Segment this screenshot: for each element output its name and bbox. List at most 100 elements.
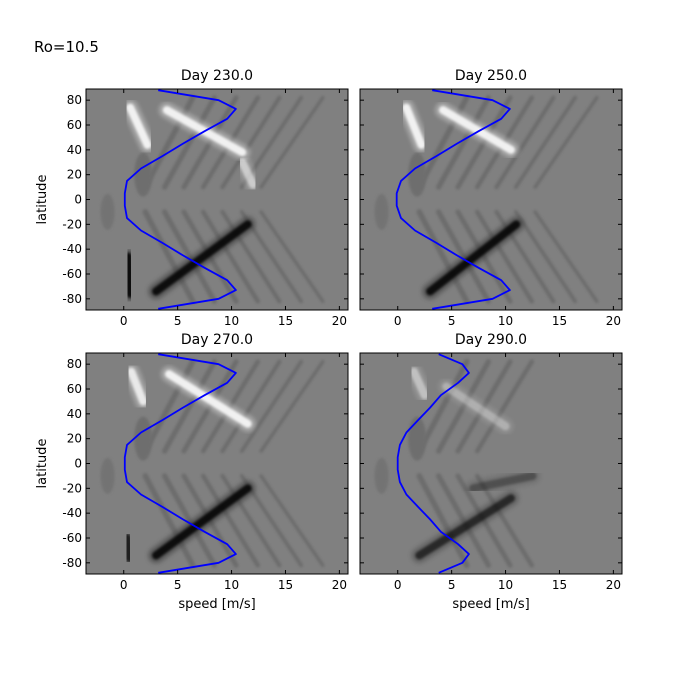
equatorial-patch <box>374 457 389 494</box>
contour-field <box>374 358 541 569</box>
wave-stripe <box>416 209 470 305</box>
y-tick-label: 80 <box>67 93 82 107</box>
x-tick-label: 15 <box>278 578 293 592</box>
y-tick-label: -80 <box>62 292 82 306</box>
panel-2: 0 5 10 15 20 Day 250.0 <box>359 68 623 328</box>
panel-title: Day 230.0 <box>181 68 253 84</box>
bright-jet <box>127 367 148 406</box>
dark-jet <box>469 471 537 493</box>
y-tick-label: -20 <box>62 481 82 495</box>
y-tick-label: 0 <box>74 457 82 471</box>
x-tick-label: 0 <box>120 314 128 328</box>
y-tick-label: -80 <box>62 556 82 570</box>
x-tick-label: 5 <box>448 578 456 592</box>
bright-jet <box>402 103 426 149</box>
wave-stripe <box>200 209 261 304</box>
panel-1: 0 5 10 15 20 -80 -60 -40 -20 0 20 40 60 80 Day 230.0 la… <box>35 68 349 328</box>
dark-jet <box>415 494 515 560</box>
y-tick-label: -60 <box>62 531 82 545</box>
y-axis-label: latitude <box>35 439 50 489</box>
x-tick-label: 0 <box>394 578 402 592</box>
wave-stripe <box>533 95 599 189</box>
dark-jet <box>124 252 135 298</box>
wave-stripe <box>162 473 217 568</box>
y-tick-label: 80 <box>67 357 82 371</box>
x-tick-label: 10 <box>498 578 513 592</box>
wave-stripe <box>259 474 325 567</box>
bright-jet <box>439 106 515 154</box>
wave-stripe <box>259 95 325 189</box>
x-tick-label: 0 <box>120 578 128 592</box>
x-tick-label: 5 <box>448 314 456 328</box>
plot-background <box>360 353 622 574</box>
y-tick-label: -20 <box>62 217 82 231</box>
wave-stripe <box>162 95 217 190</box>
x-tick-label: 20 <box>606 314 621 328</box>
y-tick-label: 60 <box>67 118 82 132</box>
y-tick-label: -60 <box>62 267 82 281</box>
wave-stripe <box>239 359 303 453</box>
x-tick-label: 20 <box>332 314 347 328</box>
wave-stripe <box>533 210 599 303</box>
wave-stripe <box>259 210 325 303</box>
y-tick-label: 40 <box>67 407 82 421</box>
wave-stripe <box>220 359 282 454</box>
x-tick-label: 10 <box>224 578 239 592</box>
x-tick-label: 15 <box>552 314 567 328</box>
x-tick-label: 15 <box>552 578 567 592</box>
y-tick-label: 0 <box>74 193 82 207</box>
dark-jet <box>152 220 252 296</box>
figure-label: Ro=10.5 <box>34 38 99 56</box>
y-axis-label: latitude <box>35 175 50 225</box>
panel-title: Day 250.0 <box>455 68 527 84</box>
dark-jet <box>426 220 521 296</box>
x-axis-label: speed [m/s] <box>178 597 255 612</box>
equatorial-patch <box>100 193 115 230</box>
y-tick-label: 60 <box>67 382 82 396</box>
wave-stripe <box>200 473 261 568</box>
equatorial-patch <box>100 457 115 494</box>
x-tick-label: 5 <box>174 578 182 592</box>
y-tick-label: 20 <box>67 432 82 446</box>
equatorial-patch <box>374 193 389 230</box>
equatorial-patch <box>408 416 427 461</box>
y-tick-label: -40 <box>62 506 82 520</box>
bright-jet <box>409 367 429 400</box>
speed-profile-curve <box>123 89 237 310</box>
x-axis-label: speed [m/s] <box>452 597 529 612</box>
wave-stripe <box>416 358 470 454</box>
wave-stripe <box>436 95 491 190</box>
panel-4: 0 5 10 15 20 Day 290.0 speed [m/s] <box>359 332 623 612</box>
wave-stripe <box>513 95 577 189</box>
panel-title: Day 290.0 <box>455 332 527 348</box>
x-tick-label: 10 <box>498 314 513 328</box>
wave-stripe <box>513 210 577 304</box>
equatorial-patch <box>408 152 427 197</box>
speed-profile-curve <box>395 89 511 310</box>
x-tick-label: 5 <box>174 314 182 328</box>
wave-stripe <box>474 359 535 454</box>
bright-jet <box>126 103 152 149</box>
bright-jet <box>238 158 258 189</box>
x-tick-label: 10 <box>224 314 239 328</box>
wave-stripe <box>494 95 556 190</box>
wave-stripe <box>142 473 196 569</box>
y-tick-label: 20 <box>67 168 82 182</box>
wave-stripe <box>162 209 217 304</box>
dark-jet <box>122 533 134 562</box>
equatorial-patch <box>134 416 153 461</box>
x-tick-label: 20 <box>606 578 621 592</box>
wave-stripe <box>416 473 470 569</box>
wave-stripe <box>474 209 535 304</box>
panel-3: 0 5 10 15 20 -80 -60 -40 -20 0 20 40 60 80 Day 270.0 sp… <box>35 332 349 612</box>
panels: 0 5 10 15 20 -80 -60 -40 -20 0 20 40 60 80 Day 230.0 la… <box>35 68 623 612</box>
contour-field <box>100 358 325 569</box>
bright-jet <box>165 370 252 428</box>
speed-profile-curve <box>396 353 470 574</box>
x-tick-label: 15 <box>278 314 293 328</box>
wave-stripe <box>142 209 196 305</box>
x-tick-label: 20 <box>332 578 347 592</box>
y-tick-label: -40 <box>62 242 82 256</box>
wave-stripe <box>162 359 217 454</box>
contour-field <box>374 94 599 305</box>
